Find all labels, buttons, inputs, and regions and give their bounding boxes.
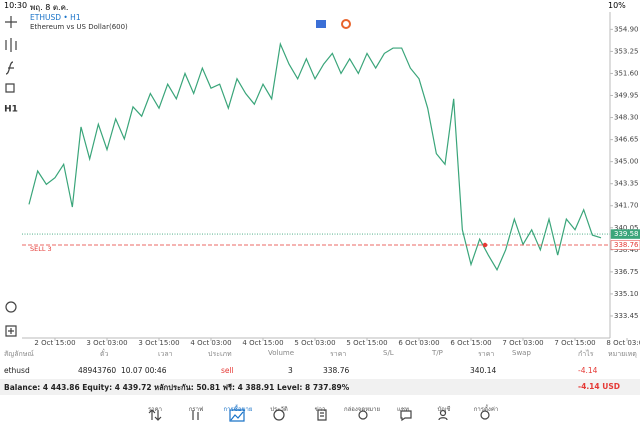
x-tick-label: 4 Oct 03:00 bbox=[190, 339, 231, 347]
y-tick-label: 353.25 bbox=[614, 47, 639, 55]
x-tick-label: 7 Oct 03:00 bbox=[502, 339, 543, 347]
price-line bbox=[28, 41, 602, 272]
nav-tab[interactable]: การซื้อขาย bbox=[223, 406, 253, 413]
table-header: เวลา bbox=[158, 350, 173, 358]
nav-tab[interactable]: ราคา bbox=[148, 406, 162, 413]
y-tick-label: 345.00 bbox=[614, 158, 639, 166]
status-date: พฤ. 8 ต.ค. bbox=[30, 3, 69, 12]
x-tick-label: 6 Oct 15:00 bbox=[450, 339, 491, 347]
open-price-cell: 338.76 bbox=[323, 366, 350, 375]
nav-tab[interactable]: กล่องจดหมาย bbox=[343, 406, 381, 413]
table-header: Volume bbox=[268, 349, 295, 357]
ticket-cell: 48943760 bbox=[78, 366, 117, 375]
chart-subtitle: Ethereum vs US Dollar(600) bbox=[30, 23, 128, 31]
trade-icon[interactable] bbox=[341, 19, 351, 29]
price-badge-label: 338.76 bbox=[614, 241, 639, 249]
price-badge bbox=[610, 240, 640, 250]
symbol-cell[interactable]: ethusd bbox=[4, 366, 30, 375]
y-tick-label: 341.70 bbox=[614, 202, 639, 210]
table-header: T/P bbox=[432, 349, 443, 357]
x-tick-label: 4 Oct 15:00 bbox=[242, 339, 283, 347]
y-tick-label: 348.30 bbox=[614, 114, 639, 122]
x-tick-label: 8 Oct 03:00 bbox=[606, 339, 640, 347]
nav-icons bbox=[148, 409, 490, 422]
shapes-tool[interactable] bbox=[5, 83, 15, 93]
entry-point bbox=[482, 242, 488, 248]
x-tick-label: 7 Oct 15:00 bbox=[554, 339, 595, 347]
indicators-tool[interactable] bbox=[5, 38, 17, 52]
nav-tab[interactable]: แชท bbox=[397, 406, 409, 413]
nav-tab[interactable]: บัญชี bbox=[437, 406, 451, 413]
x-tick-label: 3 Oct 15:00 bbox=[138, 339, 179, 347]
order-label: SELL 3 bbox=[30, 245, 52, 253]
y-tick-label: 354.90 bbox=[614, 25, 639, 33]
x-tick-label: 5 Oct 15:00 bbox=[346, 339, 387, 347]
type-cell: sell bbox=[221, 366, 234, 375]
total-profit: -4.14 USD bbox=[578, 382, 620, 391]
nav-tab[interactable]: การตั้งค่า bbox=[473, 406, 499, 413]
table-header: ราคา bbox=[330, 350, 347, 358]
left-toolbar: H1 bbox=[4, 16, 18, 337]
status-battery: 10% bbox=[608, 1, 626, 10]
y-tick-label: 349.95 bbox=[614, 92, 639, 100]
table-header: กำไร bbox=[578, 350, 594, 358]
zoom-tool[interactable] bbox=[5, 301, 17, 313]
table-header: ประเภท bbox=[208, 350, 232, 358]
chart: ETHUSD • H1 Ethereum vs US Dollar(600) 3… bbox=[22, 12, 640, 347]
x-tick-label: 5 Oct 03:00 bbox=[294, 339, 335, 347]
account-summary: Balance: 4 443.86 Equity: 4 439.72 หลักป… bbox=[4, 383, 350, 392]
y-tick-label: 346.65 bbox=[614, 136, 639, 144]
table-header: หมายเหตุ bbox=[608, 350, 637, 358]
table-header: สัญลักษณ์ bbox=[4, 350, 34, 358]
time-cell: 10.07 00:46 bbox=[121, 366, 167, 375]
price-badge bbox=[610, 229, 640, 239]
table-header: S/L bbox=[383, 349, 394, 357]
y-tick-label: 338.40 bbox=[614, 246, 639, 254]
add-tool[interactable] bbox=[5, 325, 17, 337]
y-tick-label: 343.35 bbox=[614, 180, 639, 188]
timeframe-button[interactable]: H1 bbox=[4, 105, 18, 115]
one-click-icon[interactable] bbox=[316, 20, 326, 28]
y-tick-label: 340.05 bbox=[614, 224, 639, 232]
profit-cell: -4.14 bbox=[578, 366, 598, 375]
y-tick-label: 336.75 bbox=[614, 268, 639, 276]
y-tick-label: 335.10 bbox=[614, 290, 639, 298]
table-header: ตั๋ว bbox=[100, 350, 109, 358]
x-tick-label: 6 Oct 03:00 bbox=[398, 339, 439, 347]
x-tick-label: 2 Oct 15:00 bbox=[34, 339, 75, 347]
status-time: 10:30 bbox=[4, 1, 28, 10]
table-header: Swap bbox=[512, 349, 531, 357]
x-tick-label: 3 Oct 03:00 bbox=[86, 339, 127, 347]
objects-tool[interactable] bbox=[5, 61, 14, 75]
summary-bar bbox=[0, 379, 640, 395]
chart-title: ETHUSD • H1 bbox=[30, 13, 81, 22]
nav-tab[interactable]: ประวัติ bbox=[270, 406, 288, 413]
y-tick-label: 351.60 bbox=[614, 69, 639, 77]
y-tick-label: 333.45 bbox=[614, 312, 639, 320]
volume-cell: 3 bbox=[288, 366, 293, 375]
table-header: ราคา bbox=[478, 350, 495, 358]
nav-tab[interactable]: ข่าว bbox=[314, 406, 326, 413]
nav-tab[interactable]: กราฟ bbox=[188, 406, 204, 413]
current-price-cell: 340.14 bbox=[470, 366, 497, 375]
price-badge-label: 339.58 bbox=[614, 230, 639, 238]
crosshair-tool[interactable] bbox=[5, 16, 17, 28]
